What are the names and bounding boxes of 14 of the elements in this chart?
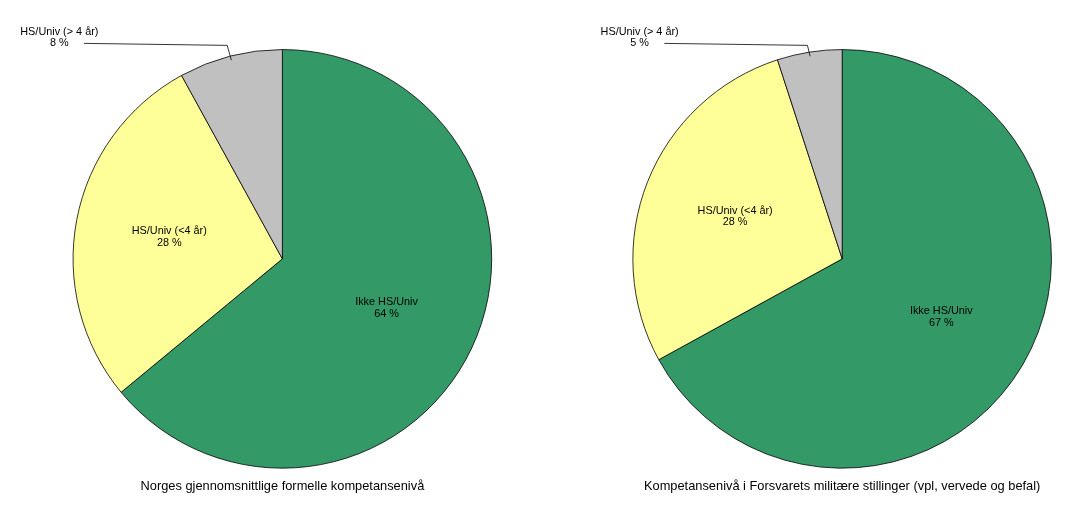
slice-label: Ikke HS/Univ <box>355 294 419 307</box>
slice-label: HS/Univ (<4 år) <box>131 224 207 237</box>
slice-label: Ikke HS/Univ <box>909 304 974 317</box>
text: Norges gjennomsnittlige formelle kompetansenivå <box>140 477 426 493</box>
data-label: 5 % <box>630 36 650 49</box>
data-label: 64 % <box>374 306 400 319</box>
slice-label: HS/Univ (<4 år) <box>697 203 773 216</box>
slice-label: HS/Univ (> 4 år) <box>20 24 99 37</box>
text: Kompetansenivå i Forsvarets militære stillinger (vpl, vervede og befal) <box>643 477 1041 493</box>
data-label: 8 % <box>49 36 70 49</box>
data-label: 67 % <box>928 316 954 329</box>
slice-label: HS/Univ (> 4 år) <box>600 24 679 37</box>
data-label: 28 % <box>156 236 182 249</box>
data-label: 28 % <box>722 215 748 228</box>
